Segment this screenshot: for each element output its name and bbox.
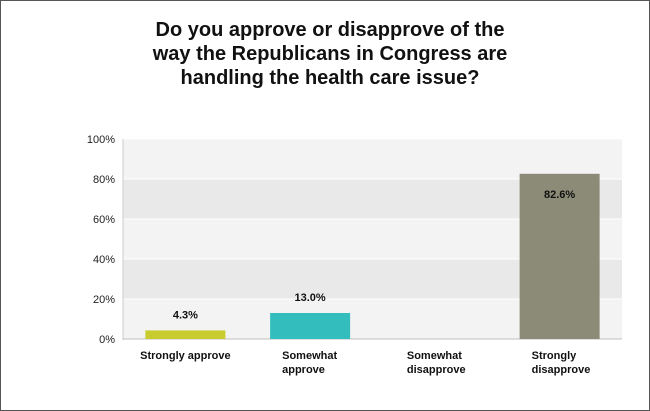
x-tick-label: Strongly approve — [140, 350, 230, 362]
chart-title-line-3: handling the health care issue? — [180, 67, 480, 89]
y-tick-label: 40% — [93, 254, 115, 266]
x-tick-label: disapprove — [532, 364, 591, 376]
y-tick-label: 100% — [87, 134, 115, 146]
data-label: 4.3% — [173, 309, 198, 321]
data-label: 13.0% — [295, 292, 326, 304]
plot-band — [123, 139, 622, 179]
chart-title: Do you approve or disapprove of the way … — [110, 18, 550, 90]
bar — [145, 330, 226, 339]
bar — [519, 173, 600, 339]
x-tick-label: disapprove — [407, 364, 466, 376]
x-tick-label: Strongly — [532, 350, 577, 362]
bar — [270, 313, 351, 339]
chart-title-line-1: Do you approve or disapprove of the — [155, 19, 505, 41]
x-tick-label: Somewhat — [407, 350, 462, 362]
y-tick-label: 60% — [93, 214, 115, 226]
chart-title-line-2: way the Republicans in Congress are — [152, 43, 508, 65]
y-tick-label: 0% — [99, 334, 115, 346]
y-tick-label: 80% — [93, 174, 115, 186]
x-tick-label: approve — [282, 364, 325, 376]
x-tick-label: Somewhat — [282, 350, 337, 362]
y-tick-label: 20% — [93, 294, 115, 306]
data-label: 82.6% — [544, 189, 575, 201]
